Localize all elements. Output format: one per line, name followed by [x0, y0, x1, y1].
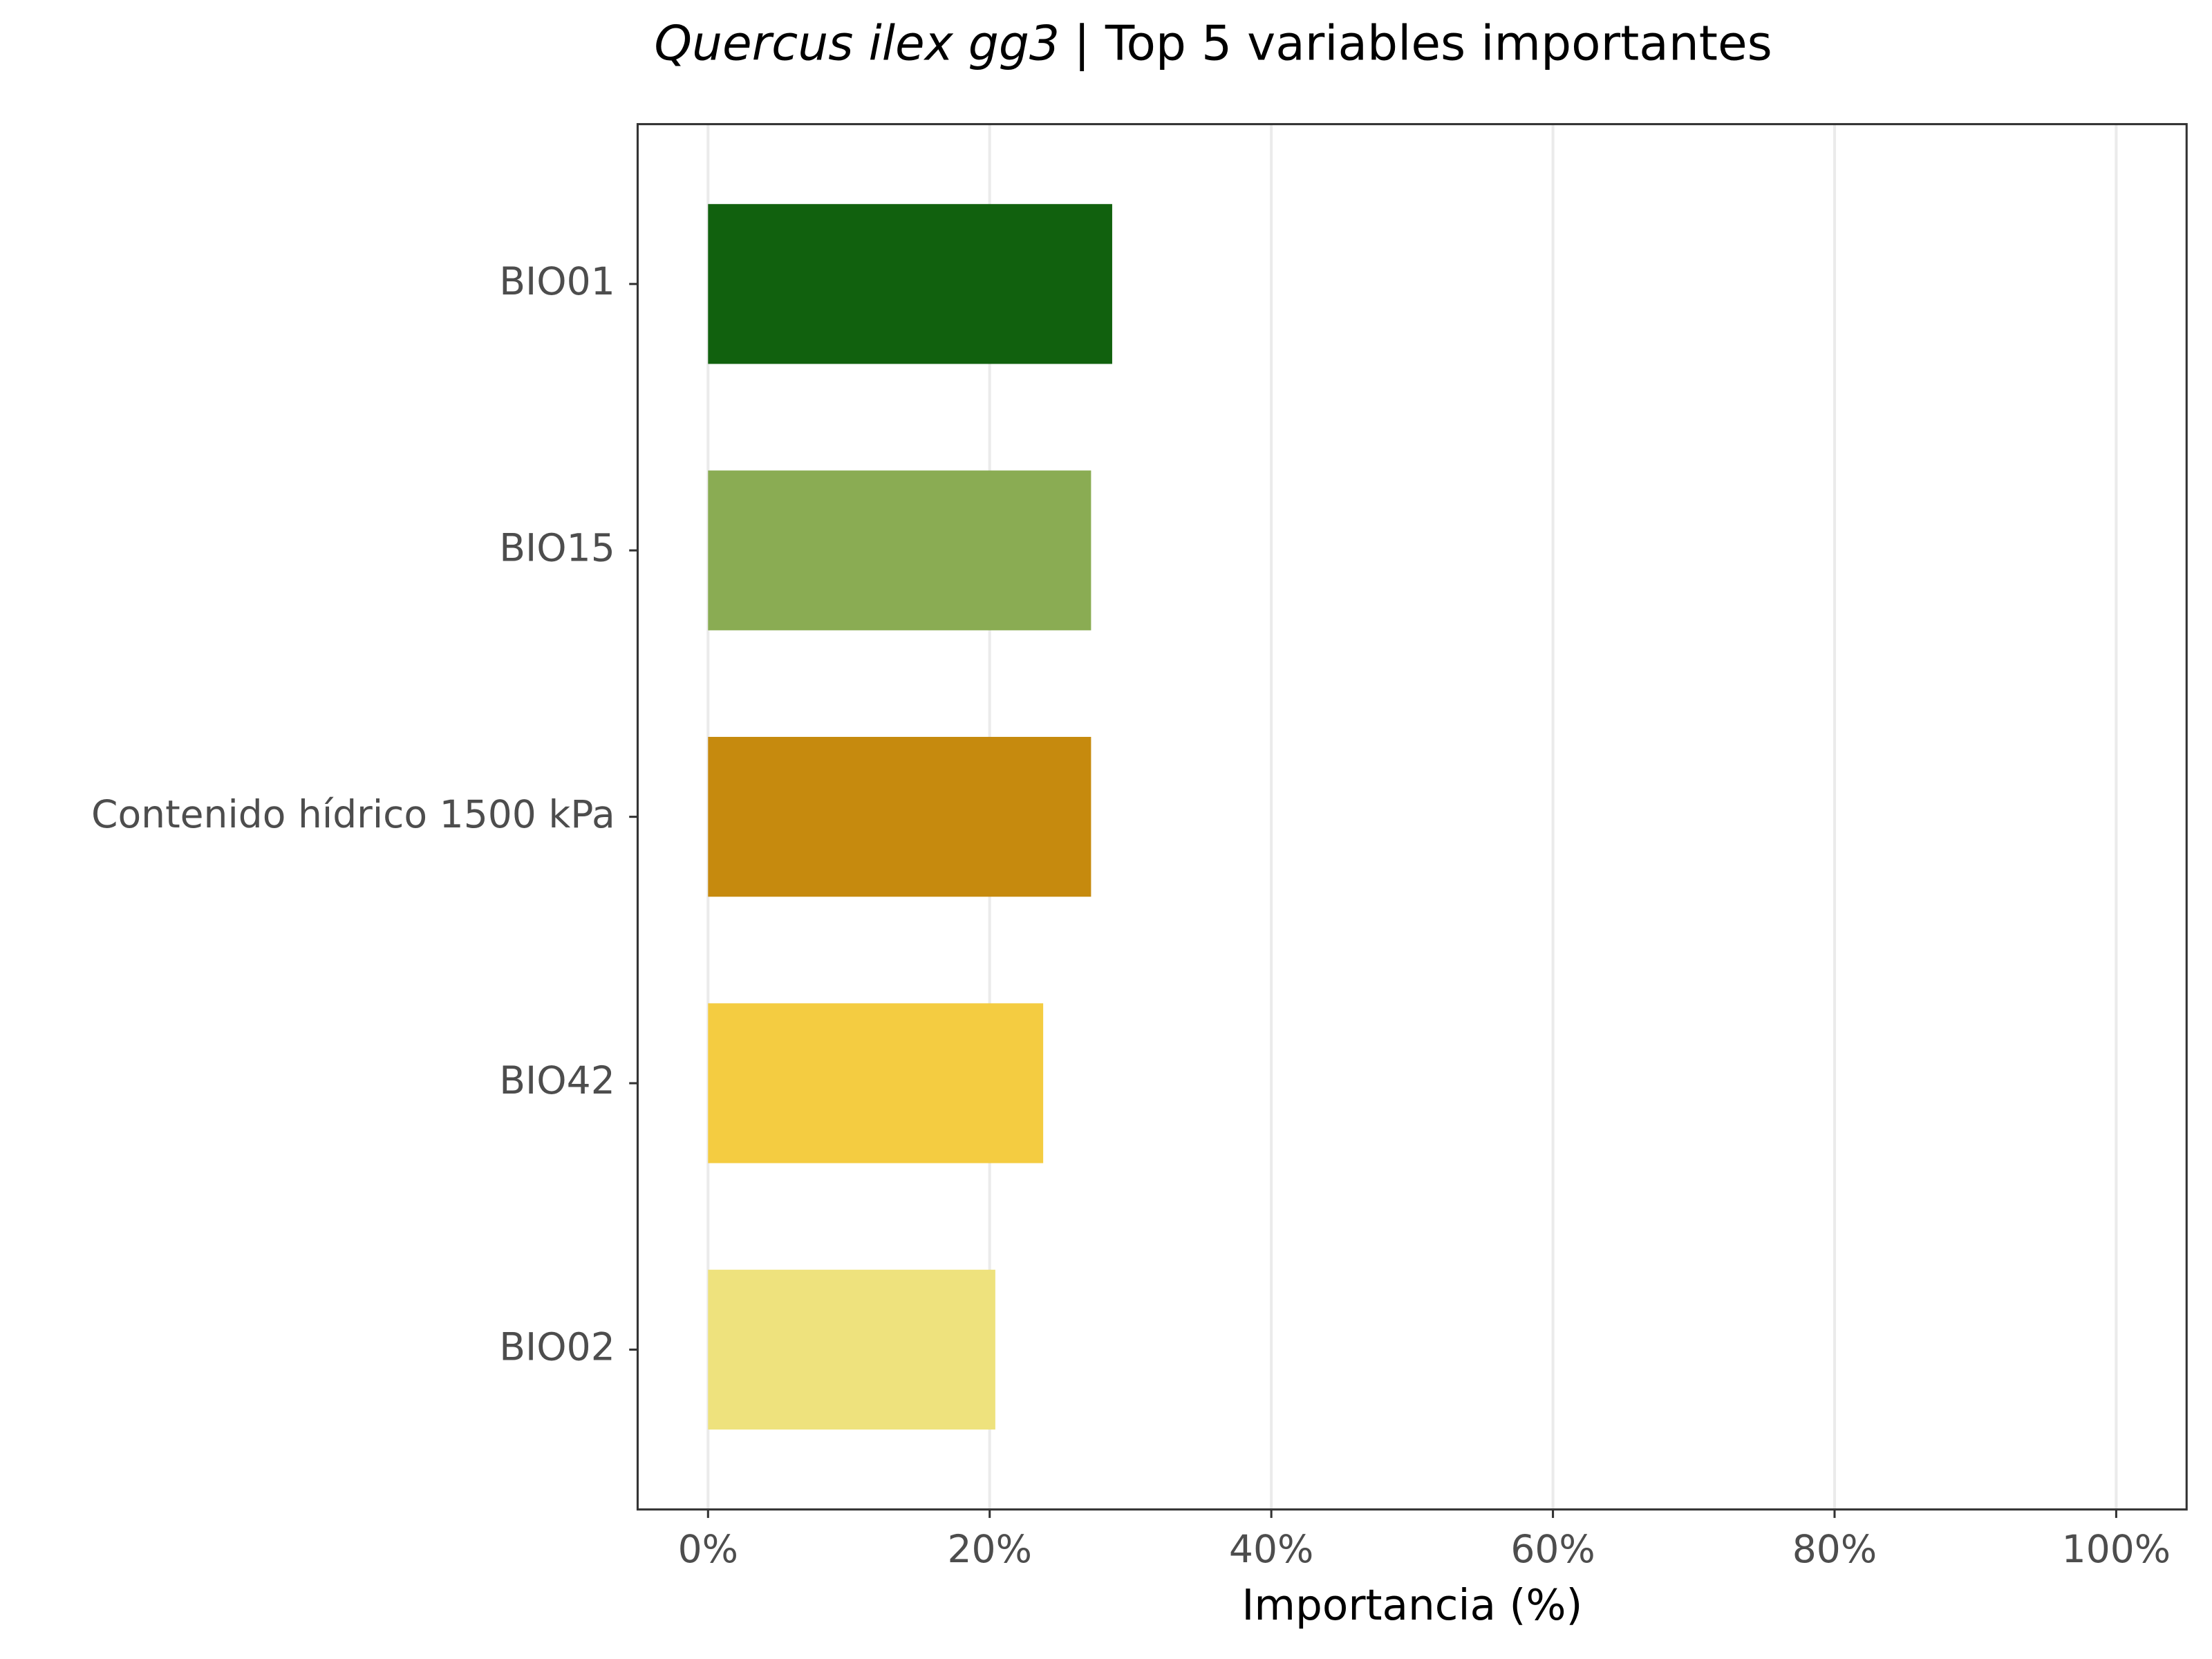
y-tick-label: Contenido hídrico 1500 kPa: [91, 792, 615, 836]
y-tick-label: BIO02: [499, 1325, 615, 1369]
bar: [708, 737, 1091, 897]
x-tick-label: 40%: [1229, 1527, 1313, 1571]
bar: [708, 204, 1112, 364]
x-tick-label: 80%: [1792, 1527, 1877, 1571]
y-tick-label: BIO42: [499, 1058, 615, 1103]
x-tick-label: 60%: [1510, 1527, 1595, 1571]
bar: [708, 1003, 1044, 1163]
title-species: Quercus ilex gg3: [654, 16, 1060, 71]
chart-title: Quercus ilex gg3 | Top 5 variables import…: [654, 16, 1772, 71]
plot-border: [636, 123, 2188, 1511]
x-tick-label: 0%: [678, 1527, 738, 1571]
y-tick-label: BIO01: [499, 259, 615, 303]
x-axis-title: Importancia (%): [1241, 1581, 1582, 1630]
bar: [708, 1269, 995, 1430]
x-tick-label: 20%: [947, 1527, 1031, 1571]
x-tick-label: 100%: [2062, 1527, 2171, 1571]
y-tick-label: BIO15: [499, 525, 615, 570]
bar: [708, 470, 1091, 630]
title-text: | Top 5 variables importantes: [1074, 16, 1772, 71]
